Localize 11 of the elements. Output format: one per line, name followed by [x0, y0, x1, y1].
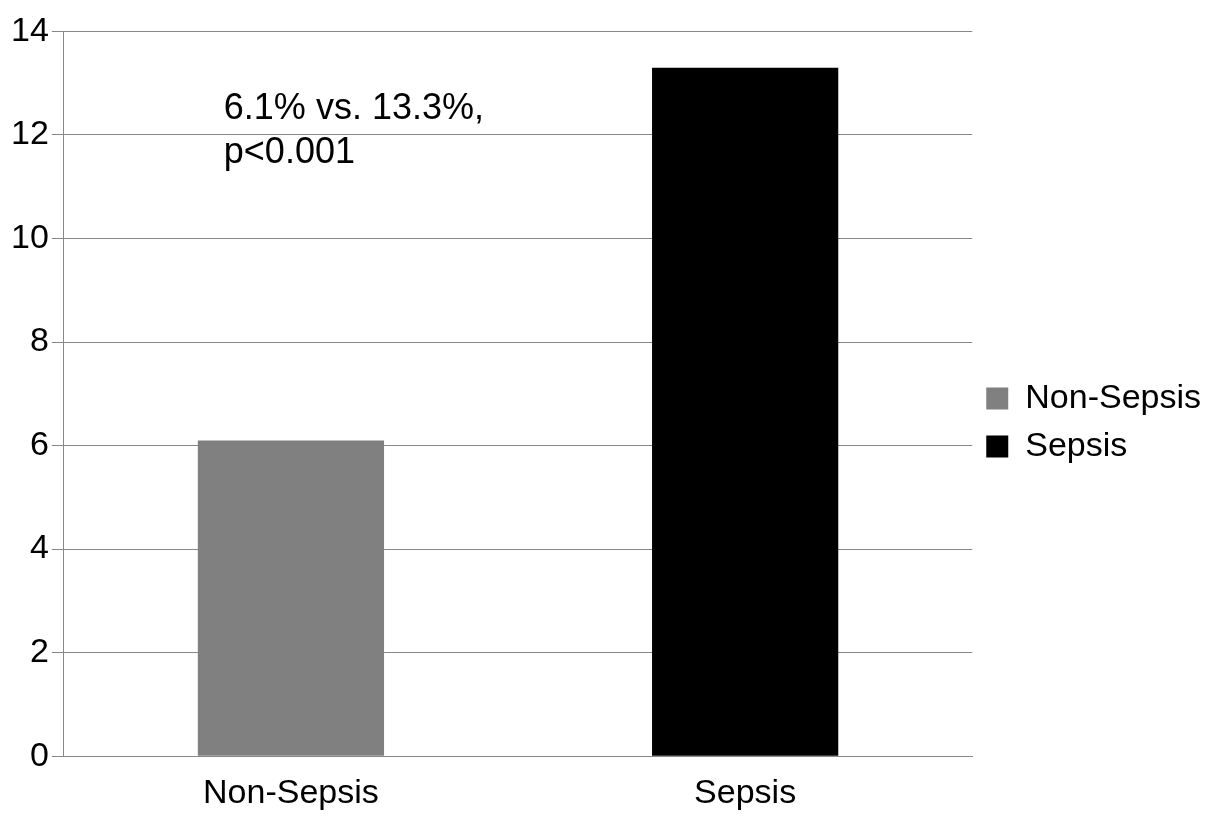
y-tick-label: 8 — [29, 320, 49, 359]
y-tick-label: 10 — [10, 216, 49, 255]
legend-label: Sepsis — [1025, 424, 1128, 463]
y-tick-label: 2 — [29, 631, 49, 670]
legend-label: Non-Sepsis — [1025, 376, 1202, 415]
y-tick-label: 0 — [29, 734, 49, 773]
y-tick-label: 12 — [10, 113, 49, 152]
y-tick-label: 4 — [29, 527, 49, 566]
annotation: 6.1% vs. 13.3%, p<0.001 — [223, 86, 484, 172]
y-tick-label: 14 — [10, 9, 49, 48]
y-tick-label: 6 — [29, 423, 49, 462]
